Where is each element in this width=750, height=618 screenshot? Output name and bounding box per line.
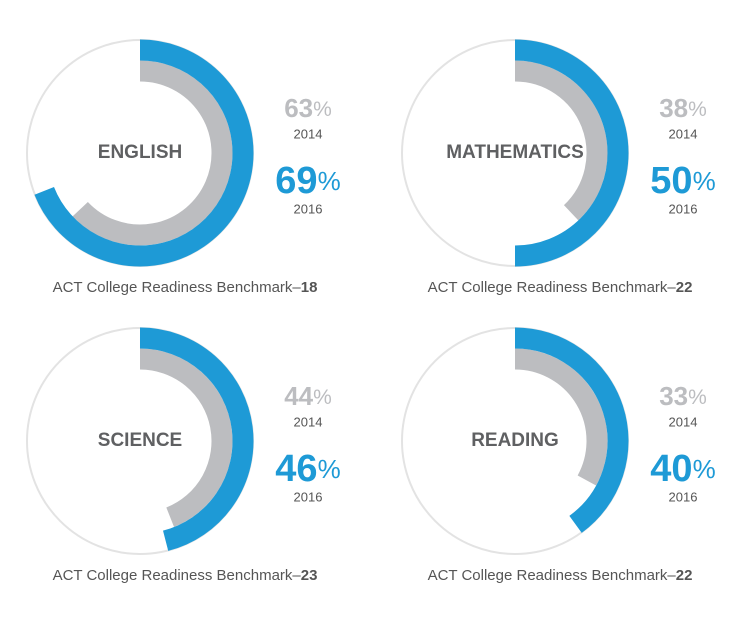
progress-arc bbox=[72, 60, 233, 246]
year-label: 2014 bbox=[669, 414, 698, 429]
value-label: 69% bbox=[275, 160, 340, 202]
benchmark-label: ACT College Readiness Benchmark– bbox=[428, 567, 677, 584]
value-number: 33 bbox=[659, 381, 688, 411]
value-unit: % bbox=[318, 454, 341, 484]
progress-arc bbox=[514, 39, 629, 267]
value-unit: % bbox=[693, 166, 716, 196]
value-unit: % bbox=[688, 386, 707, 409]
value-number: 50 bbox=[650, 160, 692, 202]
year-label: 2016 bbox=[294, 201, 323, 216]
benchmark-label: ACT College Readiness Benchmark– bbox=[53, 279, 302, 296]
benchmark-text: ACT College Readiness Benchmark–22 bbox=[428, 567, 693, 584]
benchmark-value: 23 bbox=[301, 567, 318, 584]
subject-title: MATHEMATICS bbox=[446, 142, 584, 163]
year-label: 2014 bbox=[669, 126, 698, 141]
value-unit: % bbox=[313, 98, 332, 121]
progress-arc bbox=[139, 348, 233, 527]
value-number: 44 bbox=[284, 381, 313, 411]
progress-arc bbox=[514, 60, 608, 221]
value-label: 46% bbox=[275, 448, 340, 490]
value-number: 38 bbox=[659, 93, 688, 123]
benchmark-label: ACT College Readiness Benchmark– bbox=[53, 567, 302, 584]
benchmark-text: ACT College Readiness Benchmark–22 bbox=[428, 279, 693, 296]
benchmark-value: 18 bbox=[301, 279, 318, 296]
value-unit: % bbox=[693, 454, 716, 484]
value-label: 50% bbox=[650, 160, 715, 202]
value-unit: % bbox=[688, 98, 707, 121]
progress-arc bbox=[34, 39, 254, 267]
subject-title: READING bbox=[471, 430, 559, 451]
subject-title: ENGLISH bbox=[98, 142, 182, 163]
year-label: 2014 bbox=[294, 126, 323, 141]
value-label: 38% bbox=[659, 93, 707, 123]
benchmark-text: ACT College Readiness Benchmark–18 bbox=[53, 279, 318, 296]
value-number: 46 bbox=[275, 448, 317, 490]
value-label: 44% bbox=[284, 381, 332, 411]
value-label: 63% bbox=[284, 93, 332, 123]
value-label: 33% bbox=[659, 381, 707, 411]
benchmark-label: ACT College Readiness Benchmark– bbox=[428, 279, 677, 296]
progress-arc bbox=[514, 327, 629, 533]
year-label: 2016 bbox=[294, 489, 323, 504]
subject-title: SCIENCE bbox=[98, 430, 182, 451]
benchmark-value: 22 bbox=[676, 279, 693, 296]
value-number: 40 bbox=[650, 448, 692, 490]
year-label: 2016 bbox=[669, 201, 698, 216]
value-unit: % bbox=[313, 386, 332, 409]
value-number: 69 bbox=[275, 160, 317, 202]
value-number: 63 bbox=[284, 93, 313, 123]
benchmark-text: ACT College Readiness Benchmark–23 bbox=[53, 567, 318, 584]
value-label: 40% bbox=[650, 448, 715, 490]
progress-arc bbox=[514, 348, 608, 486]
year-label: 2016 bbox=[669, 489, 698, 504]
benchmark-value: 22 bbox=[676, 567, 693, 584]
value-unit: % bbox=[318, 166, 341, 196]
year-label: 2014 bbox=[294, 414, 323, 429]
progress-arc bbox=[139, 327, 254, 551]
